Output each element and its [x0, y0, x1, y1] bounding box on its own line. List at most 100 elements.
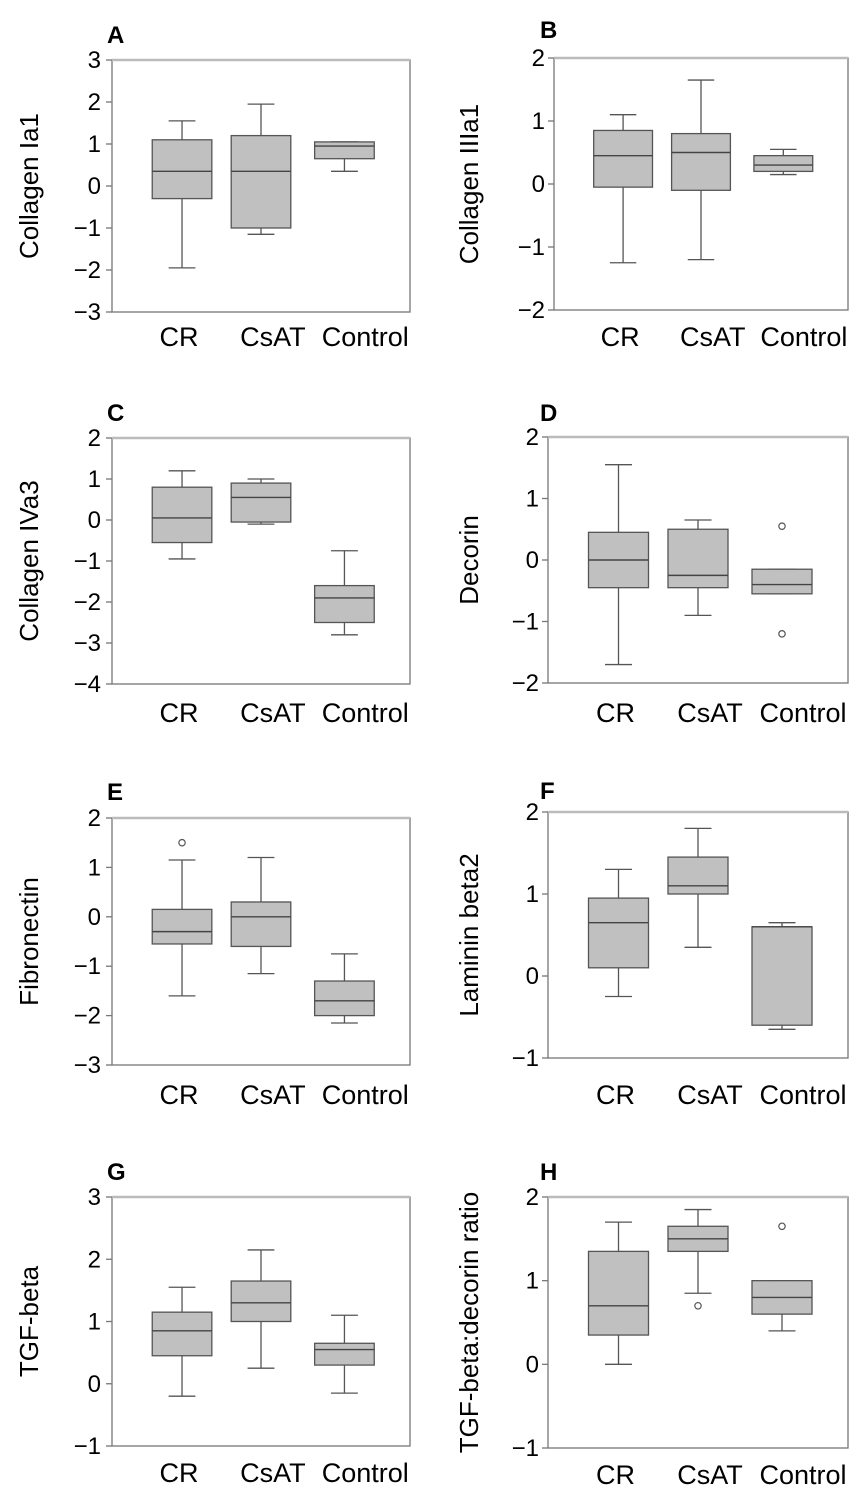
iqr-box: [313, 1342, 375, 1366]
box-csat: [670, 79, 732, 261]
panel-letter-d: D: [540, 400, 557, 427]
box-cr: [587, 1221, 650, 1365]
panel-b: B2 1 0 −1 −2 Collagen IIIa1 CR CsAT Control: [454, 17, 849, 352]
box-csat: [667, 519, 729, 616]
box-cr: [151, 838, 213, 997]
iqr-box: [230, 901, 292, 948]
y-tick-label: 1: [88, 854, 101, 881]
box-control: [313, 550, 375, 636]
iqr-box: [751, 926, 813, 1026]
panel-g: G3 2 1 0 −1 TGF-beta CR CsAT Control: [14, 1159, 411, 1488]
box-control: [313, 141, 375, 172]
y-tick-label: −2: [518, 297, 545, 324]
category-label-csat: CsAT: [680, 322, 746, 352]
box-cr: [151, 1286, 213, 1397]
category-label-cr: CR: [160, 322, 199, 352]
panel-letter-e: E: [107, 779, 123, 806]
y-tick-label: 2: [526, 799, 539, 826]
category-label-control: Control: [322, 1080, 409, 1110]
category-label-cr: CR: [596, 1460, 635, 1490]
y-tick-label: 2: [88, 1246, 101, 1273]
panel-a: A3 2 1 0 −1 −2 −3 Collagen Ia1 CR CsAT Control: [14, 22, 411, 352]
category-label-control: Control: [759, 1460, 846, 1490]
y-axis-label: Fibronectin: [14, 877, 44, 1006]
category-label-cr: CR: [596, 698, 635, 728]
y-tick-label: 0: [88, 507, 101, 534]
category-label-cr: CR: [160, 1458, 199, 1488]
y-axis-label: Decorin: [454, 515, 484, 605]
iqr-box: [230, 1280, 292, 1323]
panel-letter-a: A: [107, 22, 124, 49]
category-label-csat: CsAT: [677, 1080, 743, 1110]
box-control: [751, 522, 813, 638]
category-label-csat: CsAT: [240, 1458, 306, 1488]
y-tick-label: 2: [88, 425, 101, 452]
y-tick-label: 1: [88, 131, 101, 158]
category-label-cr: CR: [160, 1080, 199, 1110]
box-cr: [587, 868, 650, 998]
box-control: [751, 1222, 813, 1332]
y-tick-label: −1: [74, 215, 101, 242]
outlier-point: [178, 838, 186, 847]
category-label-control: Control: [322, 698, 409, 728]
y-tick-label: 0: [526, 963, 539, 990]
box-csat: [667, 827, 729, 948]
y-tick-label: 0: [526, 1351, 539, 1378]
iqr-box: [667, 856, 729, 895]
box-control: [751, 922, 813, 1030]
iqr-box: [593, 129, 654, 188]
y-tick-label: 0: [88, 1371, 101, 1398]
y-tick-label: 1: [88, 1309, 101, 1336]
box-control: [753, 148, 814, 176]
y-tick-label: 2: [526, 424, 539, 451]
y-axis-label: TGF-beta:decorin ratio: [454, 1192, 484, 1454]
box-cr: [593, 114, 654, 264]
y-tick-label: −2: [74, 257, 101, 284]
y-tick-label: −1: [512, 1045, 539, 1072]
y-tick-label: 3: [88, 47, 101, 74]
y-tick-label: −1: [512, 1435, 539, 1462]
y-tick-label: 0: [88, 173, 101, 200]
y-tick-label: −1: [74, 953, 101, 980]
iqr-box: [753, 154, 814, 173]
box-cr: [587, 464, 650, 666]
panel-letter-f: F: [540, 778, 555, 805]
box-csat: [230, 103, 292, 235]
y-axis-label: Collagen IVa3: [14, 480, 44, 641]
iqr-box: [151, 486, 213, 544]
panel-f: F2 1 0 −1 Laminin beta2 CR CsAT Control: [454, 778, 849, 1110]
y-tick-label: 1: [526, 881, 539, 908]
y-tick-label: −1: [518, 234, 545, 261]
category-label-control: Control: [760, 322, 847, 352]
iqr-box: [230, 482, 292, 523]
y-tick-label: 0: [532, 171, 545, 198]
panel-letter-h: H: [540, 1159, 557, 1186]
panel-h: H2 1 0 −1 TGF-beta:decorin ratio CR CsAT Contro…: [454, 1159, 849, 1490]
y-tick-label: 2: [526, 1184, 539, 1211]
outlier-point: [778, 629, 786, 638]
y-tick-label: −1: [74, 1433, 101, 1460]
category-label-control: Control: [759, 698, 846, 728]
y-tick-label: −3: [74, 630, 101, 657]
category-label-csat: CsAT: [240, 698, 306, 728]
category-label-cr: CR: [601, 322, 640, 352]
plot-frame: [111, 437, 411, 685]
iqr-box: [313, 584, 375, 624]
y-tick-label: −4: [74, 671, 101, 698]
y-tick-label: 2: [532, 45, 545, 72]
y-tick-label: −2: [512, 670, 539, 697]
box-cr: [151, 470, 213, 560]
y-tick-label: 3: [88, 1184, 101, 1211]
y-tick-label: 0: [88, 904, 101, 931]
iqr-box: [151, 1311, 213, 1357]
iqr-box: [313, 980, 375, 1017]
box-control: [313, 953, 375, 1024]
y-tick-label: −1: [512, 609, 539, 636]
category-label-csat: CsAT: [677, 698, 743, 728]
outlier-point: [694, 1301, 702, 1310]
box-cr: [151, 120, 213, 269]
panel-letter-c: C: [107, 400, 124, 427]
y-axis-label: TGF-beta: [14, 1265, 44, 1377]
iqr-box: [751, 568, 813, 595]
y-tick-label: −3: [74, 1052, 101, 1079]
